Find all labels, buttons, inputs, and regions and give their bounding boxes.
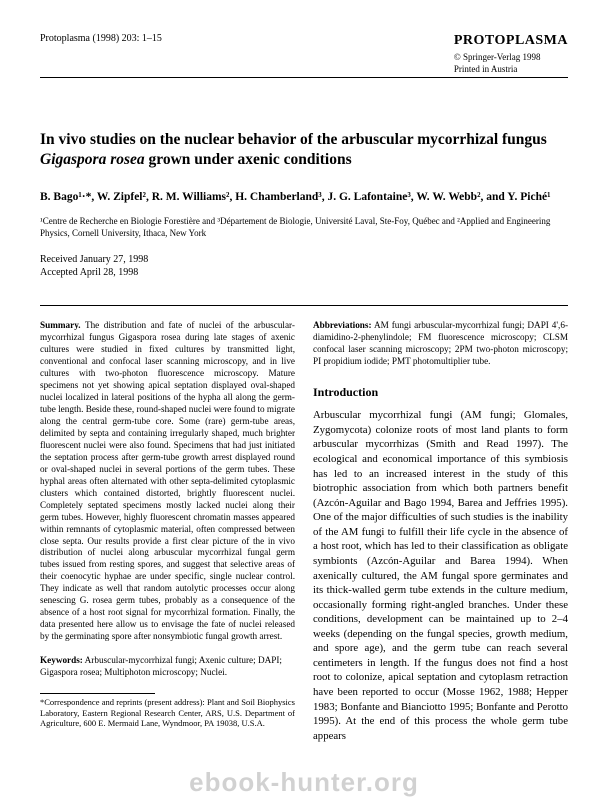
date-accepted: Accepted April 28, 1998	[40, 266, 568, 279]
footnote: *Correspondence and reprints (present ad…	[40, 697, 295, 729]
summary-label: Summary.	[40, 320, 81, 330]
introduction-text: Arbuscular mycorrhizal fungi (AM fungi; …	[313, 408, 568, 743]
citation: Protoplasma (1998) 203: 1–15	[40, 32, 162, 46]
authors: B. Bago¹·*, W. Zipfel², R. M. Williams²,…	[40, 190, 568, 206]
dates-block: Received January 27, 1998 Accepted April…	[40, 253, 568, 279]
header-rule	[40, 77, 568, 78]
keywords-block: Keywords: Arbuscular-mycorrhizal fungi; …	[40, 655, 295, 679]
summary-block: Summary. The distribution and fate of nu…	[40, 320, 295, 643]
footnote-rule	[40, 693, 155, 694]
keywords-label: Keywords:	[40, 655, 83, 665]
date-received: Received January 27, 1998	[40, 253, 568, 266]
title-rest: grown under axenic conditions	[145, 151, 352, 168]
right-column: Abbreviations: AM fungi arbuscular-mycor…	[313, 320, 568, 743]
abbreviations-block: Abbreviations: AM fungi arbuscular-mycor…	[313, 320, 568, 368]
header-row: Protoplasma (1998) 203: 1–15 PROTOPLASMA…	[40, 32, 568, 75]
left-column: Summary. The distribution and fate of nu…	[40, 320, 295, 743]
journal-box: PROTOPLASMA © Springer-Verlag 1998 Print…	[454, 32, 568, 75]
title-line1: In vivo studies on the nuclear behavior …	[40, 131, 547, 148]
journal-name: PROTOPLASMA	[454, 32, 568, 51]
article-title: In vivo studies on the nuclear behavior …	[40, 130, 568, 170]
introduction-heading: Introduction	[313, 384, 568, 400]
affiliations: ¹Centre de Recherche en Biologie Foresti…	[40, 216, 568, 239]
two-column-layout: Summary. The distribution and fate of nu…	[40, 320, 568, 743]
abbrev-label: Abbreviations:	[313, 320, 372, 330]
title-italic: Gigaspora rosea	[40, 151, 145, 168]
watermark: ebook-hunter.org	[0, 765, 608, 800]
section-rule	[40, 305, 568, 306]
journal-printed: Printed in Austria	[454, 63, 568, 75]
summary-text: The distribution and fate of nuclei of t…	[40, 320, 295, 641]
journal-copyright: © Springer-Verlag 1998	[454, 51, 568, 63]
